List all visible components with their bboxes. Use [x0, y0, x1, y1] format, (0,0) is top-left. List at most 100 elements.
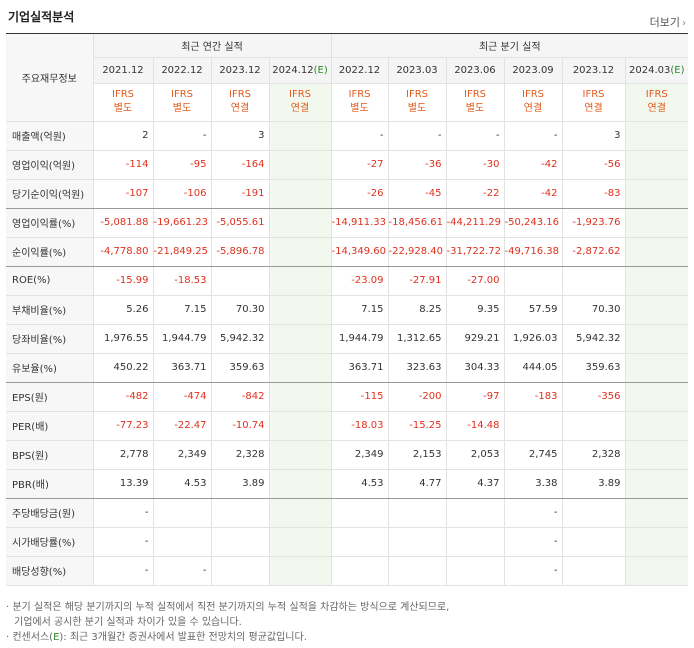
ifrs-header: IFRS 연결	[504, 83, 563, 122]
table-cell: 323.63	[388, 353, 447, 383]
row-label: 영업이익(억원)	[6, 150, 94, 180]
table-cell: -31,722.72	[446, 237, 505, 267]
table-cell	[269, 295, 332, 325]
table-cell: 9.35	[446, 295, 505, 325]
table-cell	[446, 556, 505, 586]
table-row: 당좌비율(%) 1,976.55 1,944.79 5,942.32 1,944.79 1…	[6, 324, 688, 354]
table-row: PER(배) -77.23 -22.47 -10.74 -18.03 -15.25 -14.…	[6, 411, 688, 441]
table-row: 시가배당률(%) - -	[6, 527, 688, 557]
table-cell: -	[153, 556, 212, 586]
period-header: 2021.12	[93, 57, 154, 84]
table-cell: -	[93, 498, 154, 528]
table-cell: 929.21	[446, 324, 505, 354]
period-header: 2024.03(E)	[625, 57, 688, 84]
table-cell: -18,456.61	[388, 208, 447, 238]
table-cell: 5.26	[93, 295, 154, 325]
row-label: 주당배당금(원)	[6, 498, 94, 528]
table-cell: 70.30	[211, 295, 270, 325]
ifrs-header: IFRS 별도	[93, 83, 154, 122]
table-cell: 444.05	[504, 353, 563, 383]
table-cell	[269, 498, 332, 528]
table-cell: -191	[211, 179, 270, 209]
table-cell: -114	[93, 150, 154, 180]
table-cell	[388, 498, 447, 528]
table-cell: -200	[388, 382, 447, 412]
more-link[interactable]: 더보기 ›	[650, 14, 686, 30]
table-cell: -42	[504, 150, 563, 180]
table-cell	[625, 324, 688, 354]
table-cell: -	[388, 121, 447, 151]
more-label: 더보기	[649, 16, 680, 29]
row-label: EPS(원)	[6, 382, 94, 412]
period-header: 2022.12	[153, 57, 212, 84]
ifrs-header: IFRS 별도	[388, 83, 447, 122]
table-cell: -	[504, 498, 563, 528]
table-cell	[625, 179, 688, 209]
table-cell	[562, 527, 626, 557]
table-cell	[269, 150, 332, 180]
table-cell: -49,716.38	[504, 237, 563, 267]
table-cell	[625, 527, 688, 557]
table-cell: 2,778	[93, 440, 154, 470]
table-cell	[504, 266, 563, 296]
table-cell: -36	[388, 150, 447, 180]
ifrs-header: IFRS 연결	[269, 83, 332, 122]
ifrs-header: IFRS 별도	[153, 83, 212, 122]
table-cell	[625, 121, 688, 151]
table-row: 배당성향(%) - - -	[6, 556, 688, 586]
table-cell	[625, 498, 688, 528]
section-title: 기업실적분석	[8, 10, 75, 24]
table-cell: -22.47	[153, 411, 212, 441]
table-cell: 450.22	[93, 353, 154, 383]
table-cell	[446, 498, 505, 528]
table-cell: 2,349	[331, 440, 389, 470]
table-cell: 1,976.55	[93, 324, 154, 354]
table-cell: 4.37	[446, 469, 505, 499]
table-cell: -21,849.25	[153, 237, 212, 267]
table-row: EPS(원) -482 -474 -842 -115 -200 -97 -183 -356	[6, 382, 688, 412]
table-cell: -	[504, 556, 563, 586]
table-cell	[331, 527, 389, 557]
table-cell: -5,055.61	[211, 208, 270, 238]
table-cell: -27.91	[388, 266, 447, 296]
table-cell: -474	[153, 382, 212, 412]
table-cell	[211, 556, 270, 586]
table-cell	[388, 527, 447, 557]
table-cell: -115	[331, 382, 389, 412]
ifrs-header: IFRS 연결	[211, 83, 270, 122]
table-cell: 2,153	[388, 440, 447, 470]
table-cell	[211, 266, 270, 296]
table-cell: 8.25	[388, 295, 447, 325]
table-cell: 2,745	[504, 440, 563, 470]
table-cell: -30	[446, 150, 505, 180]
table-cell: -18.53	[153, 266, 212, 296]
table-cell: 1,926.03	[504, 324, 563, 354]
table-cell	[562, 556, 626, 586]
table-cell: -5,081.88	[93, 208, 154, 238]
table-cell: -842	[211, 382, 270, 412]
table-cell	[269, 469, 332, 499]
ifrs-header: IFRS 연결	[625, 83, 688, 122]
row-label: 순이익률(%)	[6, 237, 94, 267]
ifrs-header: IFRS 별도	[446, 83, 505, 122]
table-cell	[269, 353, 332, 383]
table-cell: -27	[331, 150, 389, 180]
table-cell	[269, 179, 332, 209]
ifrs-header: IFRS 연결	[562, 83, 626, 122]
row-label: PER(배)	[6, 411, 94, 441]
footnote-1-cont: 기업에서 공시한 분기 실적과 차이가 있을 수 있습니다.	[14, 617, 242, 628]
table-cell	[504, 411, 563, 441]
table-cell: 2,328	[562, 440, 626, 470]
table-cell	[269, 324, 332, 354]
table-cell: -2,872.62	[562, 237, 626, 267]
table-cell: 359.63	[211, 353, 270, 383]
table-cell	[388, 556, 447, 586]
table-cell	[625, 237, 688, 267]
table-cell: 70.30	[562, 295, 626, 325]
table-cell	[269, 121, 332, 151]
table-cell: -22	[446, 179, 505, 209]
table-cell: -95	[153, 150, 212, 180]
table-cell: -23.09	[331, 266, 389, 296]
table-cell: 57.59	[504, 295, 563, 325]
table-cell	[625, 411, 688, 441]
